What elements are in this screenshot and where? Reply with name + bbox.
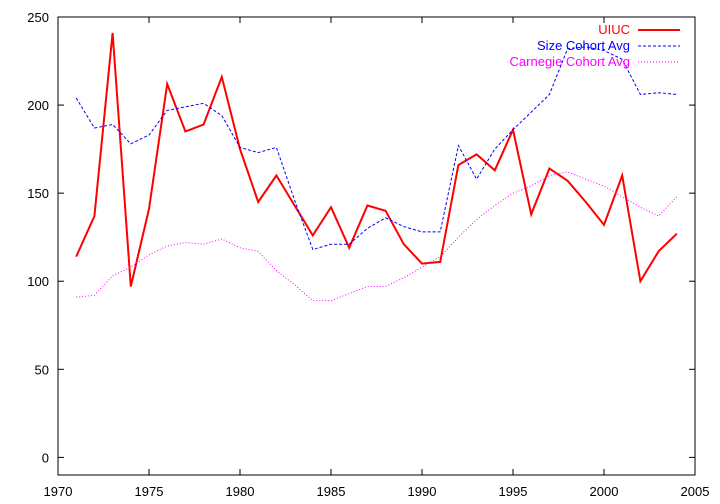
data-series — [75, 32, 678, 302]
x-tick-label: 2000 — [590, 484, 619, 499]
x-tick-label: 1970 — [44, 484, 73, 499]
x-tick-label: 2005 — [681, 484, 710, 499]
x-tick-label: 1990 — [408, 484, 437, 499]
size-cohort-avg-series-line — [75, 46, 677, 251]
x-tick-label: 1985 — [317, 484, 346, 499]
axis-ticks: 1970 1975 1980 1985 1990 1995 2000 2005 0 50 100 15… — [27, 10, 709, 499]
uiuc-series-line — [75, 32, 678, 287]
plot-frame — [57, 16, 696, 476]
legend-label: Size Cohort Avg — [537, 38, 630, 53]
x-tick-label: 1995 — [499, 484, 528, 499]
x-tick-label: 1975 — [135, 484, 164, 499]
y-tick-label: 150 — [27, 186, 49, 201]
carnegie-cohort-avg-series-line — [76, 171, 678, 302]
y-tick-label: 250 — [27, 10, 49, 25]
legend-label: UIUC — [598, 22, 630, 37]
y-tick-label: 200 — [27, 98, 49, 113]
x-tick-label: 1980 — [226, 484, 255, 499]
y-tick-label: 50 — [35, 362, 49, 377]
y-tick-label: 0 — [42, 450, 49, 465]
y-tick-label: 100 — [27, 274, 49, 289]
legend-label: Carnegie Cohort Avg — [510, 54, 630, 69]
